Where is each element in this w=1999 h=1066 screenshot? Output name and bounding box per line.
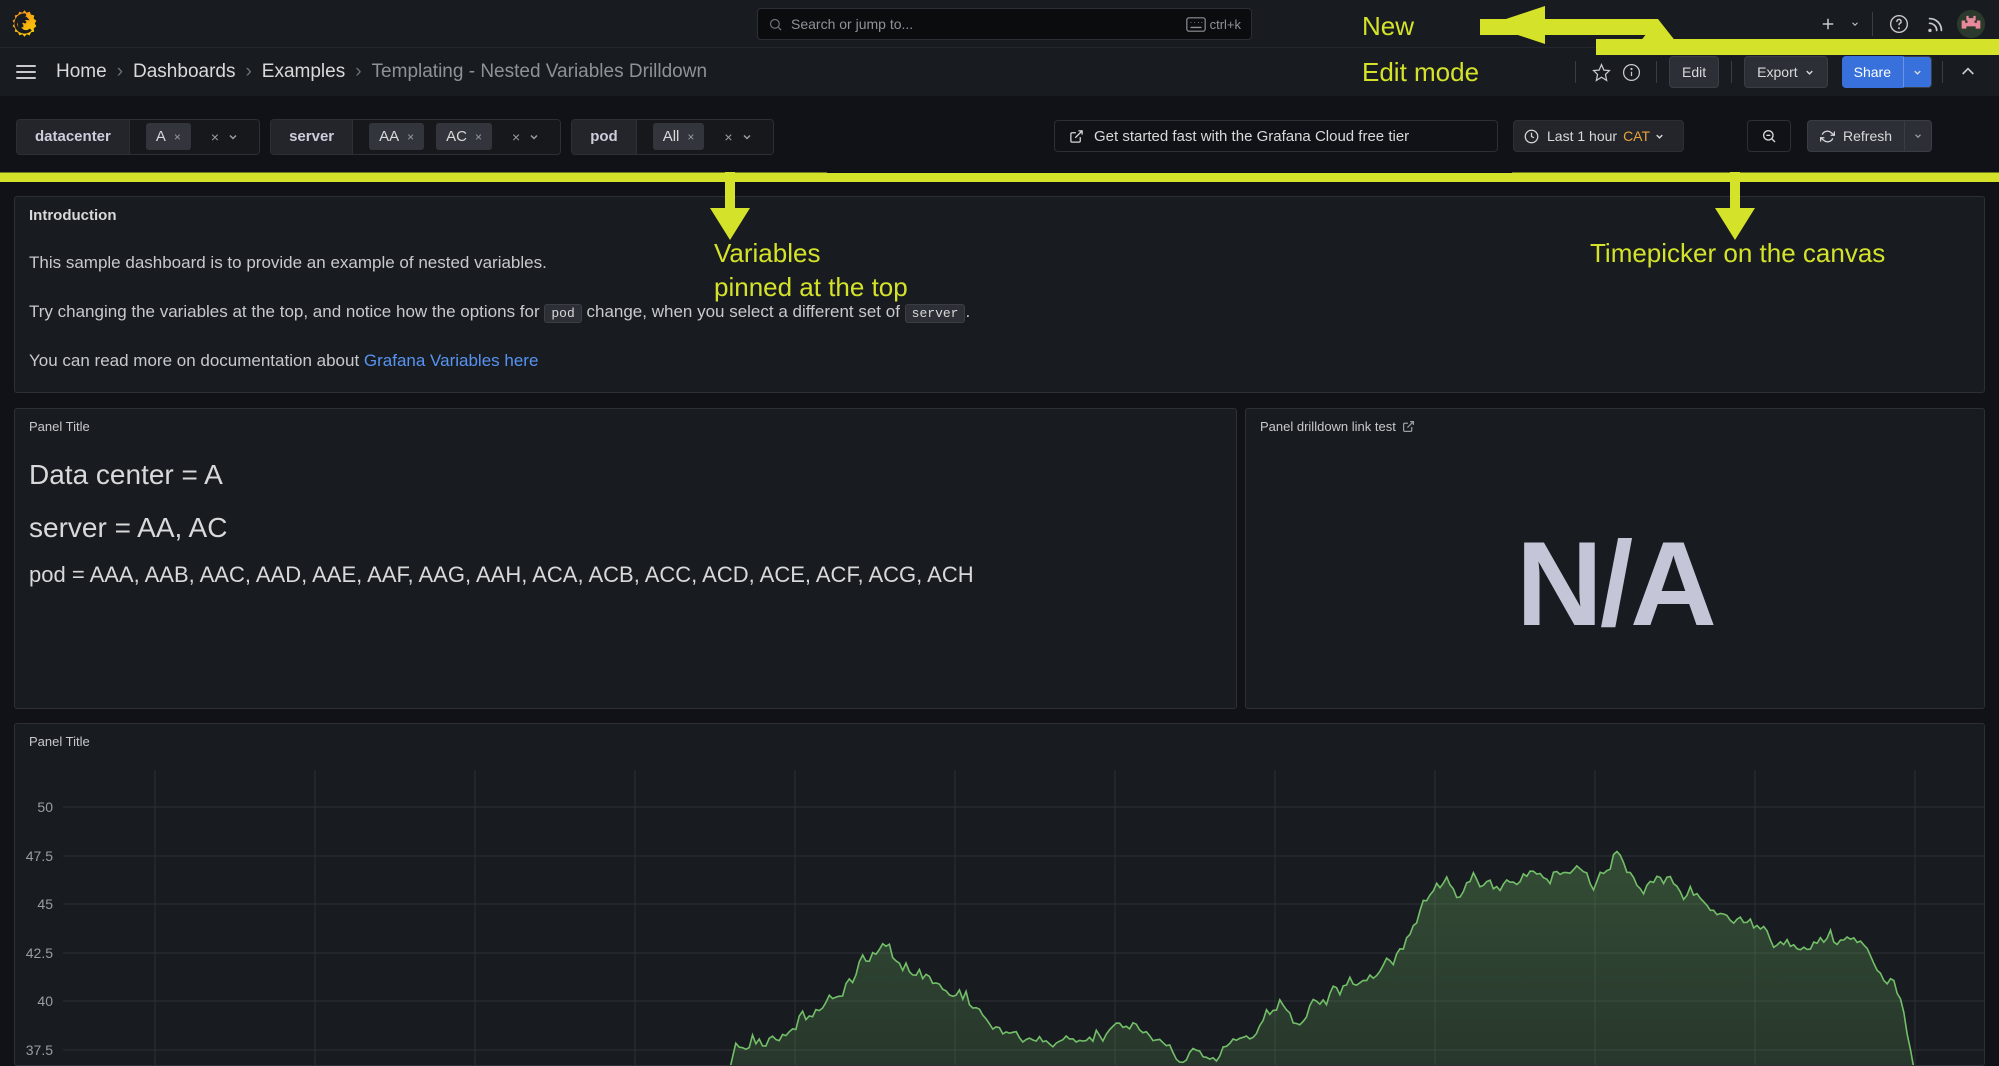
svg-text:45: 45 bbox=[37, 896, 53, 912]
svg-text:50: 50 bbox=[37, 799, 53, 815]
svg-text:37.5: 37.5 bbox=[26, 1042, 53, 1058]
svg-text:47.5: 47.5 bbox=[26, 848, 53, 864]
svg-text:40: 40 bbox=[37, 993, 53, 1009]
svg-text:42.5: 42.5 bbox=[26, 945, 53, 961]
